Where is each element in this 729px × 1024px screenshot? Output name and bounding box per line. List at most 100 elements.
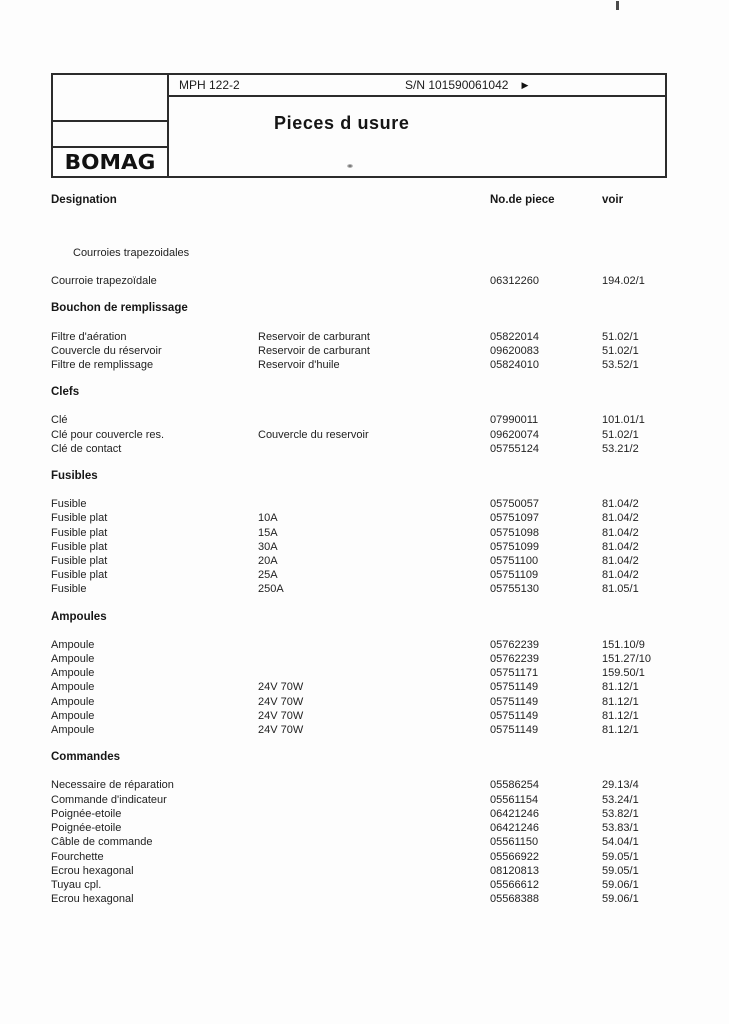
table-row: Fourchette 05566922 59.05/1 <box>51 850 701 864</box>
cell-voir: 59.05/1 <box>602 864 639 877</box>
cell-voir: 194.02/1 <box>602 275 645 288</box>
cell-part-no: 05762239 <box>490 653 539 666</box>
cell-voir: 81.12/1 <box>602 709 639 722</box>
cell-voir: 53.24/1 <box>602 793 639 806</box>
parts-section: Fusibles Fusible 05750057 81.04/2 Fusibl… <box>51 469 701 597</box>
cell-voir: 59.06/1 <box>602 893 639 906</box>
column-headers: Designation No.de piece voir <box>0 194 729 210</box>
cell-designation: Fusible <box>51 498 87 511</box>
cell-part-no: 05751100 <box>490 555 539 568</box>
cell-part-no: 05568388 <box>490 893 539 906</box>
table-row: Filtre de remplissage Reservoir d'huile … <box>51 358 701 372</box>
table-row: Fusible plat 30A 05751099 81.04/2 <box>51 540 701 554</box>
cell-part-no: 05561150 <box>490 836 539 849</box>
cell-voir: 81.04/2 <box>602 498 639 511</box>
table-row: Fusible 250A 05755130 81.05/1 <box>51 582 701 596</box>
cell-detail <box>258 778 490 792</box>
cell-designation: Ampoule <box>51 638 95 651</box>
header-box: BOMAG MPH 122-2 S/N 101590061042 ▶ Piece… <box>51 73 667 178</box>
column-header-part-no: No.de piece <box>490 194 555 206</box>
cell-detail <box>258 850 490 864</box>
model-label: MPH 122-2 <box>179 78 240 92</box>
cell-voir: 54.04/1 <box>602 836 639 849</box>
cell-detail <box>258 821 490 835</box>
cell-voir: 53.21/2 <box>602 442 639 455</box>
cell-designation: Fourchette <box>51 850 104 863</box>
smudge-mark <box>347 164 353 168</box>
table-row: Fusible plat 10A 05751097 81.04/2 <box>51 511 701 525</box>
cell-part-no: 05751149 <box>490 695 539 708</box>
cell-detail <box>258 892 490 906</box>
cell-part-no: 05751099 <box>490 540 539 553</box>
cell-detail: Couvercle du reservoir <box>258 428 369 441</box>
header-band: MPH 122-2 S/N 101590061042 ▶ <box>169 75 665 97</box>
logo-cell-mid <box>53 122 167 148</box>
cell-part-no: 05822014 <box>490 330 539 343</box>
cell-voir: 51.02/1 <box>602 428 639 441</box>
table-row: Couvercle du réservoir Reservoir de carb… <box>51 344 701 358</box>
cell-detail: 25A <box>258 569 278 582</box>
cell-detail: 24V 70W <box>258 709 304 722</box>
cell-designation: Commande d'indicateur <box>51 793 167 806</box>
cell-part-no: 05566612 <box>490 878 539 891</box>
cell-voir: 59.05/1 <box>602 850 639 863</box>
logo-cell-bottom: BOMAG <box>53 148 167 176</box>
table-row: Fusible 05750057 81.04/2 <box>51 497 701 511</box>
table-row: Fusible plat 25A 05751109 81.04/2 <box>51 568 701 582</box>
table-row: Ecrou hexagonal 08120813 59.05/1 <box>51 864 701 878</box>
table-row: Necessaire de réparation 05586254 29.13/… <box>51 778 701 792</box>
cell-designation: Câble de commande <box>51 836 153 849</box>
parts-table: Courroies trapezoidales Courroie trapezo… <box>51 246 701 919</box>
table-row: Clé de contact 05755124 53.21/2 <box>51 442 701 456</box>
section-rows: Necessaire de réparation 05586254 29.13/… <box>51 778 701 906</box>
cell-voir: 81.04/2 <box>602 569 639 582</box>
table-row: Poignée-etoile 06421246 53.82/1 <box>51 807 701 821</box>
cell-designation: Clé de contact <box>51 442 122 455</box>
cell-voir: 81.05/1 <box>602 583 639 596</box>
cell-detail <box>258 793 490 807</box>
cell-part-no: 05751149 <box>490 681 539 694</box>
cell-voir: 53.52/1 <box>602 359 639 372</box>
section-rows: Clé 07990011 101.01/1 Clé pour couvercle… <box>51 413 701 456</box>
cell-detail: 30A <box>258 540 278 553</box>
cell-part-no: 05755124 <box>490 442 539 455</box>
cell-designation: Fusible plat <box>51 512 108 525</box>
cell-voir: 81.04/2 <box>602 512 639 525</box>
cell-voir: 53.83/1 <box>602 822 639 835</box>
cell-detail <box>258 807 490 821</box>
cell-designation: Ampoule <box>51 724 95 737</box>
section-heading: Bouchon de remplissage <box>51 302 188 315</box>
cell-part-no: 05751097 <box>490 512 539 525</box>
cell-voir: 81.04/2 <box>602 540 639 553</box>
section-heading: Courroies trapezoidales <box>73 247 190 259</box>
column-header-voir: voir <box>602 194 624 206</box>
cell-detail <box>258 274 490 288</box>
cell-detail: Reservoir de carburant <box>258 344 370 357</box>
cell-part-no: 08120813 <box>490 864 539 877</box>
cell-designation: Ampoule <box>51 681 95 694</box>
table-row: Ampoule 05762239 151.27/10 <box>51 652 701 666</box>
cell-detail: Reservoir de carburant <box>258 330 370 343</box>
cell-part-no: 09620083 <box>490 344 539 357</box>
cell-designation: Ecrou hexagonal <box>51 864 134 877</box>
table-row: Clé pour couvercle res. Couvercle du res… <box>51 428 701 442</box>
cell-designation: Ampoule <box>51 695 95 708</box>
arrow-right-icon: ▶ <box>521 79 529 90</box>
cell-designation: Ecrou hexagonal <box>51 893 134 906</box>
scan-artifact-mark <box>616 1 619 10</box>
cell-part-no: 05750057 <box>490 498 539 511</box>
table-row: Courroie trapezoïdale 06312260 194.02/1 <box>51 274 701 288</box>
table-row: Fusible plat 20A 05751100 81.04/2 <box>51 554 701 568</box>
cell-designation: Fusible plat <box>51 569 108 582</box>
table-row: Commande d'indicateur 05561154 53.24/1 <box>51 793 701 807</box>
cell-designation: Tuyau cpl. <box>51 878 102 891</box>
cell-detail: Reservoir d'huile <box>258 359 340 372</box>
section-rows: Filtre d'aération Reservoir de carburant… <box>51 330 701 373</box>
cell-detail <box>258 497 490 511</box>
logo-column: BOMAG <box>53 75 169 176</box>
cell-designation: Fusible plat <box>51 526 108 539</box>
cell-designation: Poignée-etoile <box>51 822 122 835</box>
cell-voir: 81.04/2 <box>602 555 639 568</box>
page-title: Pieces d usure <box>274 113 410 133</box>
